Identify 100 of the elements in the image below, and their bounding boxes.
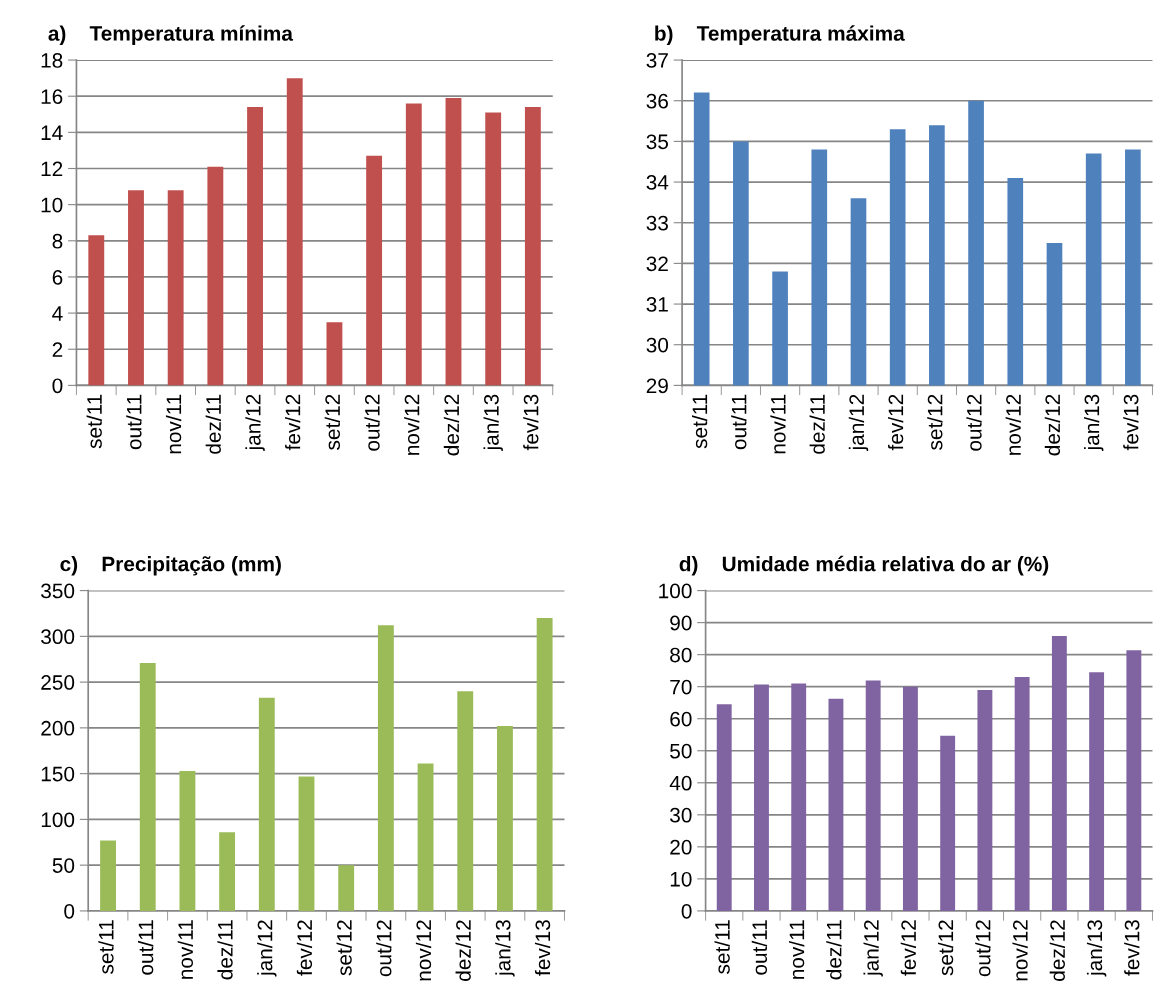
x-tick-label: fev/13: [534, 920, 551, 976]
y-tick-label: 10: [41, 197, 63, 213]
x-tick-label: set/12: [937, 920, 954, 976]
bar: [298, 776, 315, 911]
y-tick-label: 36: [646, 93, 668, 109]
y-tick-label: 60: [670, 711, 692, 727]
bar: [1126, 650, 1142, 911]
bar: [139, 662, 156, 911]
x-tick-label: dez/11: [826, 920, 842, 980]
bar: [179, 770, 196, 911]
y-tick-label: 200: [41, 720, 75, 736]
x-tick-label: jan/12: [257, 920, 277, 977]
y-tick-label: 14: [41, 125, 63, 140]
bar: [128, 190, 144, 386]
bar: [247, 107, 263, 386]
x-tick-label: dez/12: [443, 394, 460, 456]
bar: [167, 190, 184, 386]
x-tick-label: nov/11: [770, 394, 786, 454]
bar: [902, 686, 918, 911]
x-tick-label: fev/12: [887, 394, 904, 451]
x-tick-label: jan/12: [245, 394, 265, 451]
x-tick-label: jan/13: [495, 920, 515, 977]
bar: [338, 865, 355, 911]
x-tick-label: out/11: [731, 394, 747, 450]
bar: [258, 697, 275, 911]
bar: [457, 691, 474, 911]
y-tick-label: 70: [670, 679, 692, 695]
x-tick-label: dez/11: [809, 394, 825, 454]
x-tick-label: dez/12: [1044, 394, 1061, 456]
y-tick-label: 31: [646, 297, 668, 312]
x-tick-label: out/11: [751, 920, 768, 975]
y-tick-label: 30: [646, 337, 669, 353]
bar: [497, 726, 513, 911]
y-tick-label: 4: [52, 306, 63, 321]
y-tick-label: 34: [646, 175, 669, 190]
x-tick-label: out/12: [376, 920, 392, 977]
x-tick-label: fev/13: [523, 394, 539, 451]
x-tick-label: jan/12: [863, 920, 883, 977]
bar: [286, 78, 303, 386]
bar: [207, 166, 224, 386]
y-tick-label: 32: [646, 256, 668, 272]
x-tick-label: fev/12: [285, 394, 301, 451]
x-tick-label: nov/11: [788, 920, 805, 979]
bar: [716, 704, 732, 911]
x-tick-label: nov/12: [1012, 920, 1028, 981]
x-tick-label: out/11: [138, 920, 154, 975]
y-tick-label: 50: [670, 743, 692, 759]
bar: [377, 625, 394, 911]
y-tick-label: 20: [670, 839, 692, 855]
chart-title: a) Temperatura mínima: [48, 25, 294, 45]
x-tick-label: out/12: [364, 394, 380, 451]
y-tick-label: 10: [670, 871, 692, 887]
y-tick-label: 30: [670, 807, 692, 823]
y-tick-label: 16: [41, 89, 63, 104]
x-tick-label: out/11: [126, 394, 142, 450]
x-tick-label: out/12: [975, 920, 991, 977]
y-tick-label: 2: [52, 342, 63, 357]
chart-title: b) Temperatura máxima: [655, 25, 905, 45]
y-tick-label: 90: [670, 615, 692, 631]
x-tick-label: fev/12: [296, 920, 313, 976]
y-tick-label: 12: [41, 161, 63, 177]
y-tick-label: 0: [64, 903, 75, 919]
x-tick-label: set/12: [336, 920, 352, 976]
y-tick-label: 37: [646, 53, 668, 68]
y-tick-label: 33: [646, 215, 668, 231]
x-tick-label: set/12: [324, 394, 341, 450]
bar: [1051, 636, 1067, 911]
bar: [366, 155, 383, 386]
bar: [417, 763, 434, 911]
bar: [940, 735, 956, 911]
x-tick-label: dez/11: [205, 394, 221, 454]
bar: [865, 680, 881, 911]
x-tick-label: jan/13: [1083, 394, 1104, 451]
y-tick-label: 40: [669, 775, 692, 791]
x-tick-label: nov/12: [1005, 394, 1021, 455]
x-tick-label: set/11: [691, 394, 708, 449]
x-tick-label: jan/13: [483, 394, 503, 451]
x-tick-label: jan/12: [848, 394, 869, 451]
y-tick-label: 50: [52, 858, 75, 873]
y-tick-label: 35: [646, 134, 669, 150]
x-tick-label: nov/11: [177, 920, 194, 979]
bar: [1014, 677, 1030, 911]
bar: [100, 840, 116, 911]
chart-title: d) Umidade média relativa do ar (%): [679, 555, 1049, 576]
bar: [326, 322, 343, 386]
bar: [1089, 672, 1105, 911]
bar: [485, 112, 502, 386]
x-tick-label: fev/13: [1124, 920, 1140, 976]
x-tick-label: set/11: [714, 920, 730, 974]
x-tick-label: dez/11: [217, 920, 233, 980]
bar: [88, 235, 105, 386]
bar: [791, 683, 807, 911]
y-tick-label: 29: [646, 378, 668, 394]
bar: [219, 832, 236, 911]
y-tick-label: 100: [659, 583, 692, 599]
x-tick-label: out/12: [966, 394, 982, 451]
x-tick-label: fev/13: [1123, 394, 1139, 451]
y-tick-label: 8: [52, 233, 63, 249]
y-tick-label: 150: [41, 766, 75, 782]
chart-title: c) Precipitação (mm): [60, 556, 281, 576]
